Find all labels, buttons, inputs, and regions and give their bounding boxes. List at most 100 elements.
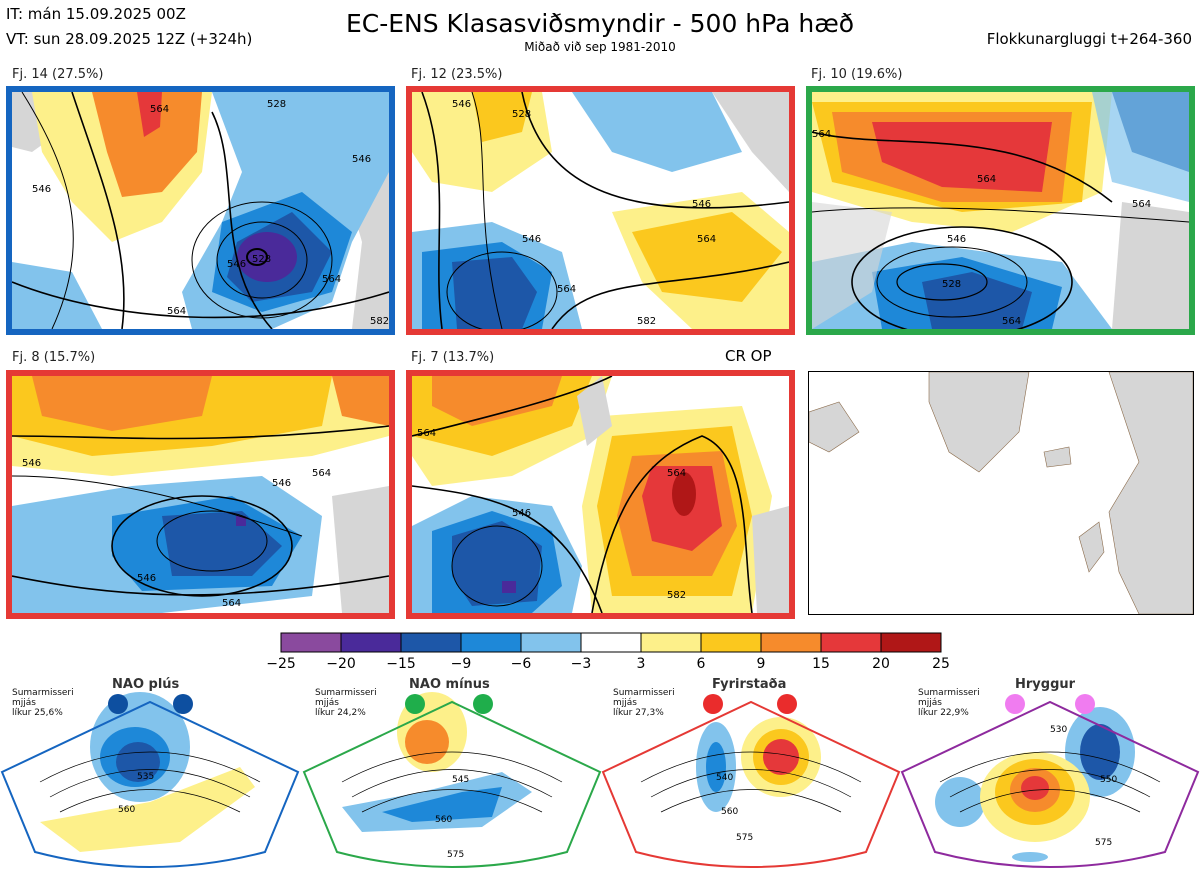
colorbar-tick-label: 3 bbox=[636, 656, 646, 672]
colorbar-swatch bbox=[760, 632, 822, 653]
contour-label: 560 bbox=[721, 807, 738, 817]
regime-note: mjjás bbox=[918, 698, 942, 708]
colorbar-tick-label: 20 bbox=[872, 656, 890, 672]
colorbar-tick-label: 25 bbox=[932, 656, 950, 672]
contour-label: 546 bbox=[512, 508, 531, 519]
colorbar-tick-label: 9 bbox=[756, 656, 766, 672]
regime-season: Sumarmisseri bbox=[613, 688, 675, 698]
contour-label: 564 bbox=[222, 598, 241, 609]
empty-map bbox=[808, 371, 1194, 615]
regime-dot bbox=[405, 694, 425, 714]
contour-label: 564 bbox=[1002, 316, 1021, 327]
cluster-map-4: 546 546 564 546 564 bbox=[6, 370, 395, 619]
contour-label: 546 bbox=[522, 234, 541, 245]
regime-dot bbox=[1005, 694, 1025, 714]
contour-label: 564 bbox=[977, 174, 996, 185]
regime-season: Sumarmisseri bbox=[315, 688, 377, 698]
control-run-label: CR OP bbox=[725, 347, 772, 365]
contour-label: 582 bbox=[370, 316, 389, 327]
contour-label: 528 bbox=[942, 279, 961, 290]
contour-label: 528 bbox=[512, 109, 531, 120]
chart-subtitle: Miðað við sep 1981-2010 bbox=[524, 40, 676, 54]
colorbar-tick-label: 15 bbox=[812, 656, 830, 672]
colorbar-tick-label: −6 bbox=[510, 656, 532, 672]
regime-ridge: 530 550 575 bbox=[900, 672, 1200, 876]
regime-likelihood: líkur 27,3% bbox=[613, 708, 664, 718]
cluster-label-5: Fj. 7 (13.7%) bbox=[411, 350, 495, 365]
regime-info: Sumarmisseri mjjás líkur 24,2% bbox=[315, 688, 377, 718]
colorbar-swatch bbox=[520, 632, 582, 653]
regime-note: mjjás bbox=[613, 698, 637, 708]
cluster-map-1: 564 546 528 546 564 546 564 528 582 bbox=[6, 86, 395, 335]
contour-label: 546 bbox=[692, 199, 711, 210]
cluster-label-1: Fj. 14 (27.5%) bbox=[12, 67, 104, 82]
regime-likelihood: líkur 24,2% bbox=[315, 708, 366, 718]
colorbar-swatch bbox=[340, 632, 402, 653]
colorbar-tick-label: −20 bbox=[326, 656, 356, 672]
colorbar-tick-label: −9 bbox=[450, 656, 472, 672]
colorbar-swatch bbox=[460, 632, 522, 653]
regime-season: Sumarmisseri bbox=[918, 688, 980, 698]
regime-dot bbox=[703, 694, 723, 714]
colorbar-swatch bbox=[820, 632, 882, 653]
colorbar-swatch bbox=[880, 632, 942, 653]
contour-label: 546 bbox=[272, 478, 291, 489]
regime-info: Sumarmisseri mjjás líkur 27,3% bbox=[613, 688, 675, 718]
regime-info: Sumarmisseri mjjás líkur 22,9% bbox=[918, 688, 980, 718]
cluster-map-2: 546 528 546 564 546 564 582 bbox=[406, 86, 795, 335]
contour-label: 546 bbox=[947, 234, 966, 245]
colorbar-tick-label: 6 bbox=[696, 656, 706, 672]
regime-season: Sumarmisseri bbox=[12, 688, 74, 698]
contour-label: 550 bbox=[1100, 775, 1117, 785]
regime-title: NAO plús bbox=[112, 677, 180, 692]
colorbar-swatch bbox=[400, 632, 462, 653]
contour-label: 564 bbox=[150, 104, 169, 115]
regime-likelihood: líkur 22,9% bbox=[918, 708, 969, 718]
regime-nao-minus: 545 560 575 bbox=[302, 672, 602, 876]
contour-label: 582 bbox=[667, 590, 686, 601]
contour-label: 564 bbox=[1132, 199, 1151, 210]
contour-label: 530 bbox=[1050, 725, 1067, 735]
colorbar-tick-label: −25 bbox=[266, 656, 296, 672]
cluster-label-4: Fj. 8 (15.7%) bbox=[12, 350, 96, 365]
colorbar-tick-label: −3 bbox=[570, 656, 592, 672]
contour-label: 575 bbox=[447, 850, 464, 860]
contour-label: 535 bbox=[137, 772, 154, 782]
contour-label: 564 bbox=[667, 468, 686, 479]
contour-label: 564 bbox=[697, 234, 716, 245]
regime-likelihood: líkur 25,6% bbox=[12, 708, 63, 718]
colorbar-tick-label: −15 bbox=[386, 656, 416, 672]
contour-label: 528 bbox=[267, 99, 286, 110]
regime-dot bbox=[777, 694, 797, 714]
regime-dot bbox=[173, 694, 193, 714]
contour-label: 546 bbox=[137, 573, 156, 584]
valid-time: VT: sun 28.09.2025 12Z (+324h) bbox=[6, 30, 253, 48]
regime-title: NAO mínus bbox=[409, 677, 490, 692]
contour-label: 546 bbox=[452, 99, 471, 110]
contour-label: 564 bbox=[812, 129, 831, 140]
cluster-label-3: Fj. 10 (19.6%) bbox=[811, 67, 903, 82]
contour-label: 540 bbox=[716, 773, 733, 783]
regime-dot bbox=[108, 694, 128, 714]
contour-label: 582 bbox=[637, 316, 656, 327]
contour-label: 560 bbox=[435, 815, 452, 825]
chart-title: EC-ENS Klasasviðsmyndir - 500 hPa hæð bbox=[345, 9, 855, 38]
contour-label: 546 bbox=[227, 259, 246, 270]
contour-label: 546 bbox=[22, 458, 41, 469]
regime-blocking: 540 560 575 bbox=[601, 672, 901, 876]
colorbar-swatch bbox=[700, 632, 762, 653]
regime-note: mjjás bbox=[315, 698, 339, 708]
regime-title: Fyrirstaða bbox=[712, 677, 787, 692]
regime-dot bbox=[473, 694, 493, 714]
cluster-label-2: Fj. 12 (23.5%) bbox=[411, 67, 503, 82]
regime-title: Hryggur bbox=[1015, 677, 1076, 692]
colorbar bbox=[280, 632, 942, 653]
colorbar-swatch bbox=[580, 632, 642, 653]
classification-window: Flokkunargluggi t+264-360 bbox=[986, 30, 1192, 48]
contour-label: 545 bbox=[452, 775, 469, 785]
cluster-map-5: 564 546 564 582 bbox=[406, 370, 795, 619]
issue-time: IT: mán 15.09.2025 00Z bbox=[6, 5, 186, 23]
contour-label: 564 bbox=[312, 468, 331, 479]
contour-label: 564 bbox=[322, 274, 341, 285]
contour-label: 564 bbox=[417, 428, 436, 439]
